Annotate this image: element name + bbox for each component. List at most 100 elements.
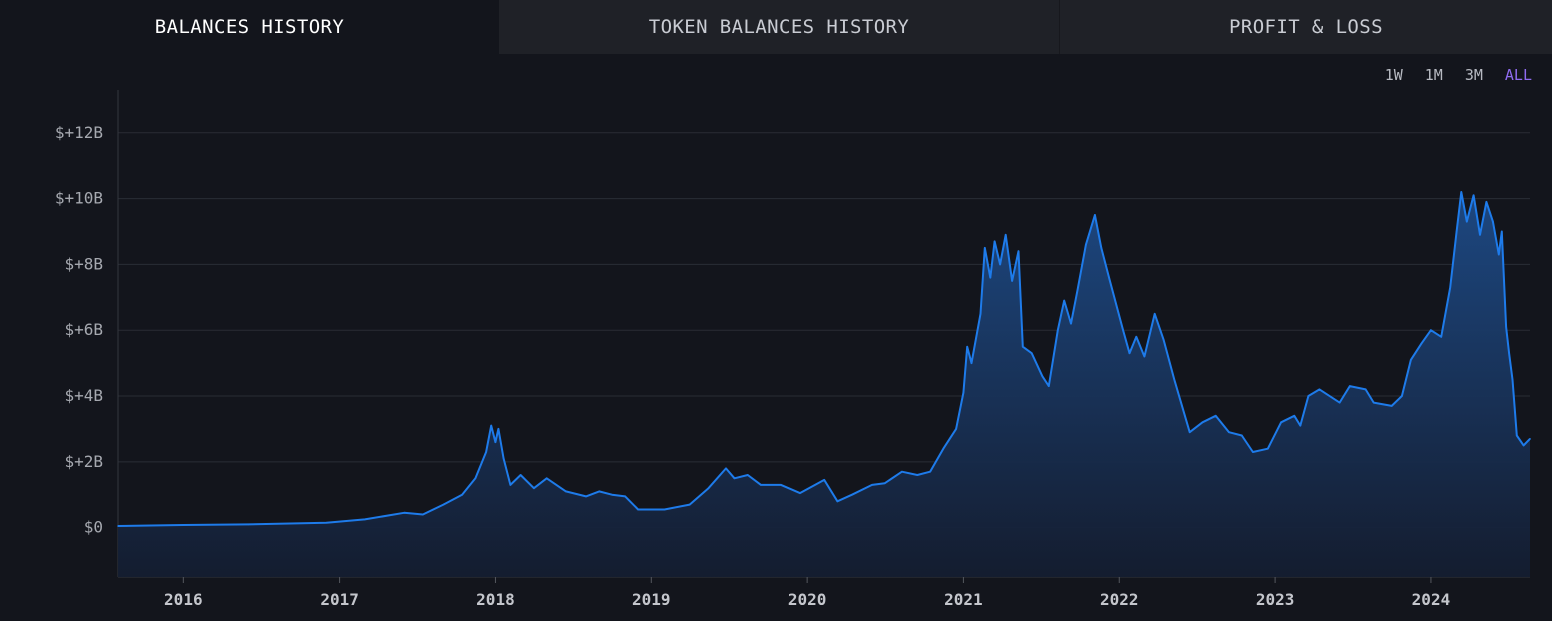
- data-point: [585, 495, 587, 498]
- data-point: [1498, 253, 1500, 256]
- tab-profit-and-loss[interactable]: PROFIT & LOSS: [1059, 0, 1552, 54]
- x-tick-label: 2024: [1412, 590, 1451, 609]
- data-point: [509, 484, 512, 486]
- x-tick-label: 2019: [632, 590, 671, 609]
- data-point: [1041, 375, 1044, 378]
- x-tick-label: 2022: [1100, 590, 1139, 609]
- tab-balances-history[interactable]: BALANCES HISTORY: [0, 0, 499, 54]
- data-point: [1505, 326, 1507, 328]
- data-point: [1485, 201, 1488, 203]
- tab-bar: BALANCES HISTORY TOKEN BALANCES HISTORY …: [0, 0, 1552, 54]
- data-point: [364, 518, 366, 521]
- x-tick-label: 2021: [944, 590, 983, 609]
- range-1w-button[interactable]: 1W: [1384, 66, 1403, 84]
- tab-token-balances-history[interactable]: TOKEN BALANCES HISTORY: [499, 0, 1059, 54]
- data-point: [747, 474, 749, 476]
- data-point: [490, 424, 493, 427]
- data-point: [1390, 405, 1393, 407]
- data-point: [851, 493, 853, 496]
- data-point: [1228, 431, 1230, 434]
- data-point: [519, 474, 522, 476]
- data-point: [725, 467, 727, 470]
- data-point: [688, 503, 691, 506]
- data-point: [663, 508, 666, 511]
- y-tick-label: $+6B: [64, 320, 103, 339]
- data-point: [502, 457, 505, 460]
- data-point: [494, 441, 497, 443]
- data-point: [485, 451, 487, 453]
- data-point: [1420, 342, 1423, 345]
- balance-area-fill: [118, 192, 1530, 577]
- data-point: [1455, 230, 1458, 233]
- data-point: [989, 276, 992, 279]
- data-point: [836, 500, 839, 503]
- data-point: [1479, 234, 1481, 236]
- data-point: [1048, 385, 1050, 387]
- data-point: [993, 240, 996, 243]
- data-point: [1466, 220, 1468, 223]
- range-3m-button[interactable]: 3M: [1464, 66, 1483, 84]
- data-point: [1252, 451, 1254, 453]
- range-1m-button[interactable]: 1M: [1424, 66, 1443, 84]
- data-point: [1135, 336, 1138, 338]
- x-tick-label: 2023: [1256, 590, 1295, 609]
- data-point: [1508, 352, 1510, 355]
- data-point: [1201, 421, 1204, 424]
- data-point: [780, 484, 782, 486]
- data-point: [1349, 385, 1351, 387]
- x-tick-label: 2020: [788, 590, 827, 609]
- range-all-button[interactable]: ALL: [1504, 66, 1532, 84]
- data-point: [1299, 424, 1302, 427]
- x-tick-label: 2016: [164, 590, 203, 609]
- data-point: [1364, 388, 1367, 391]
- data-point: [422, 513, 424, 516]
- data-point: [1094, 214, 1096, 216]
- data-point: [611, 493, 613, 496]
- data-point: [565, 490, 567, 493]
- data-point: [955, 428, 957, 430]
- data-point: [1241, 434, 1243, 437]
- data-point: [884, 482, 886, 485]
- data-point: [901, 470, 903, 473]
- data-point: [966, 345, 968, 348]
- data-point: [799, 492, 801, 494]
- data-point: [325, 521, 328, 524]
- data-point: [624, 495, 626, 498]
- data-point: [999, 263, 1001, 266]
- data-point: [1100, 247, 1103, 249]
- data-point: [1449, 286, 1451, 289]
- x-tick-label: 2018: [476, 590, 515, 609]
- y-tick-label: $+12B: [55, 123, 103, 142]
- data-point: [1162, 339, 1165, 341]
- data-point: [1173, 378, 1176, 381]
- data-point: [929, 470, 931, 473]
- data-point: [1460, 191, 1463, 193]
- data-point: [1267, 447, 1269, 450]
- data-point: [942, 447, 945, 450]
- data-point: [1085, 243, 1087, 246]
- data-point: [1076, 289, 1079, 292]
- data-point: [1143, 355, 1146, 358]
- data-point: [1307, 395, 1310, 397]
- data-point: [1022, 345, 1024, 348]
- y-tick-label: $+4B: [64, 386, 103, 405]
- time-range-selector: 1W 1M 3M ALL: [1385, 66, 1532, 84]
- data-point: [1492, 220, 1494, 223]
- data-point: [1410, 359, 1412, 361]
- data-point: [1030, 352, 1033, 355]
- data-point: [1516, 434, 1518, 437]
- data-point: [1401, 395, 1403, 397]
- data-point: [247, 523, 249, 526]
- data-point: [1501, 230, 1503, 233]
- data-point: [1063, 299, 1065, 302]
- data-point: [1511, 378, 1514, 381]
- data-point: [970, 362, 973, 364]
- data-point: [1430, 329, 1432, 332]
- data-point: [1529, 438, 1531, 440]
- y-tick-label: $+8B: [64, 254, 103, 273]
- y-tick-label: $+2B: [64, 452, 103, 471]
- data-point: [1188, 431, 1191, 434]
- data-point: [474, 477, 477, 480]
